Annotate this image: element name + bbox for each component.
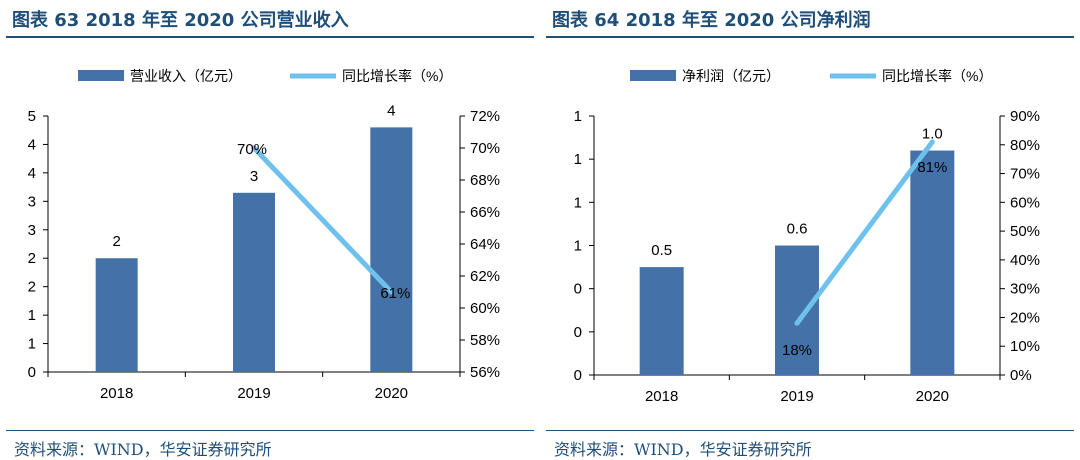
bar xyxy=(370,127,413,372)
left-axis-tick-label: 0 xyxy=(574,324,582,341)
legend-bar-label: 净利润（亿元） xyxy=(682,68,780,84)
left-axis-tick-label: 0 xyxy=(574,281,582,298)
left-axis-tick-label: 2 xyxy=(28,250,36,267)
left-axis-tick-label: 0 xyxy=(28,364,36,381)
legend-line-label: 同比增长率（%） xyxy=(342,68,452,84)
chart-panel-net-profit: 图表 64 2018 年至 2020 公司净利润 净利润（亿元） 同比增长率（%）… xyxy=(540,0,1080,460)
bar-value-label: 4 xyxy=(387,102,395,119)
chart-panel-revenue: 图表 63 2018 年至 2020 公司营业收入 营业收入（亿元） 同比增长率（… xyxy=(6,10,534,459)
growth-rate-label: 61% xyxy=(380,285,410,302)
title-divider xyxy=(6,36,534,38)
right-axis-tick-label: 70% xyxy=(1010,166,1040,183)
right-axis-tick-label: 50% xyxy=(1010,223,1040,240)
legend-line-label: 同比增长率（%） xyxy=(882,68,992,84)
source-divider xyxy=(546,430,1074,431)
bar-value-label: 2 xyxy=(112,233,120,250)
left-axis-tick-label: 3 xyxy=(28,222,36,239)
bar xyxy=(233,192,275,372)
revenue-chart: 营业收入（亿元） 同比增长率（%） 0 1 1 2 2 3 3 4 4 5 56% 58% 60% 62% 64… xyxy=(28,68,500,402)
left-axis-tick-label: 4 xyxy=(28,136,36,153)
left-axis-tick-label: 2 xyxy=(28,279,36,296)
left-axis-tick-label: 3 xyxy=(28,193,36,210)
legend-bar-swatch xyxy=(78,70,124,81)
growth-rate-label: 18% xyxy=(782,342,812,359)
bar xyxy=(95,258,138,372)
source-note: 资料来源：WIND，华安证券研究所 xyxy=(554,440,812,459)
source-note: 资料来源：WIND，华安证券研究所 xyxy=(14,440,272,459)
x-axis-tick-label: 2018 xyxy=(645,388,678,405)
growth-rate-line xyxy=(794,139,935,326)
right-axis-tick-label: 40% xyxy=(1010,252,1040,269)
left-axis-tick-label: 1 xyxy=(28,336,36,353)
left-axis-tick-label: 1 xyxy=(574,108,582,125)
right-axis-tick-label: 56% xyxy=(470,364,500,381)
net-profit-chart: 净利润（亿元） 同比增长率（%）00011110%10%20%30%40%50%6… xyxy=(574,68,1040,405)
figure-title: 图表 63 2018 年至 2020 公司营业收入 xyxy=(12,10,349,31)
right-axis-tick-label: 72% xyxy=(470,108,500,125)
right-axis-tick-label: 62% xyxy=(470,268,500,285)
right-axis-tick-label: 70% xyxy=(470,140,500,157)
figure-title: 图表 64 2018 年至 2020 公司净利润 xyxy=(552,10,871,31)
left-axis-tick-label: 1 xyxy=(574,151,582,168)
left-axis-tick-label: 1 xyxy=(28,307,36,324)
bar-value-label: 0.6 xyxy=(787,221,808,238)
right-axis-tick-label: 60% xyxy=(470,300,500,317)
left-axis-tick-label: 1 xyxy=(574,238,582,255)
x-axis-tick-label: 2020 xyxy=(916,388,949,405)
bar xyxy=(910,150,955,375)
right-axis-tick-label: 68% xyxy=(470,172,500,189)
left-axis-tick-label: 1 xyxy=(574,194,582,211)
growth-rate-label: 81% xyxy=(917,159,947,176)
bar-value-label: 3 xyxy=(250,168,258,185)
x-axis-tick-label: 2018 xyxy=(100,385,133,402)
left-axis-tick-label: 0 xyxy=(574,367,582,384)
right-axis-tick-label: 0% xyxy=(1010,367,1032,384)
growth-rate-label: 70% xyxy=(237,141,267,158)
growth-rate-line xyxy=(251,145,394,295)
right-axis-tick-label: 66% xyxy=(470,204,500,221)
right-axis-tick-label: 60% xyxy=(1010,194,1040,211)
bar xyxy=(775,245,819,375)
legend-bar-label: 营业收入（亿元） xyxy=(130,68,242,84)
right-axis-tick-label: 30% xyxy=(1010,281,1040,298)
left-axis-tick-label: 5 xyxy=(28,108,36,125)
left-axis-tick-label: 4 xyxy=(28,165,36,182)
right-axis-tick-label: 10% xyxy=(1010,338,1040,355)
right-axis-tick-label: 58% xyxy=(470,332,500,349)
x-axis-tick-label: 2019 xyxy=(780,388,813,405)
title-divider xyxy=(546,36,1074,38)
right-axis-tick-label: 90% xyxy=(1010,108,1040,125)
right-axis-tick-label: 80% xyxy=(1010,137,1040,154)
bar-value-label: 1.0 xyxy=(922,126,943,143)
source-divider xyxy=(6,430,534,431)
bar xyxy=(639,267,684,375)
bar-value-label: 0.5 xyxy=(651,242,672,259)
x-axis-tick-label: 2019 xyxy=(237,385,270,402)
right-axis-tick-label: 20% xyxy=(1010,309,1040,326)
x-axis-tick-label: 2020 xyxy=(375,385,408,402)
legend-bar-swatch xyxy=(630,70,676,81)
right-axis-tick-label: 64% xyxy=(470,236,500,253)
